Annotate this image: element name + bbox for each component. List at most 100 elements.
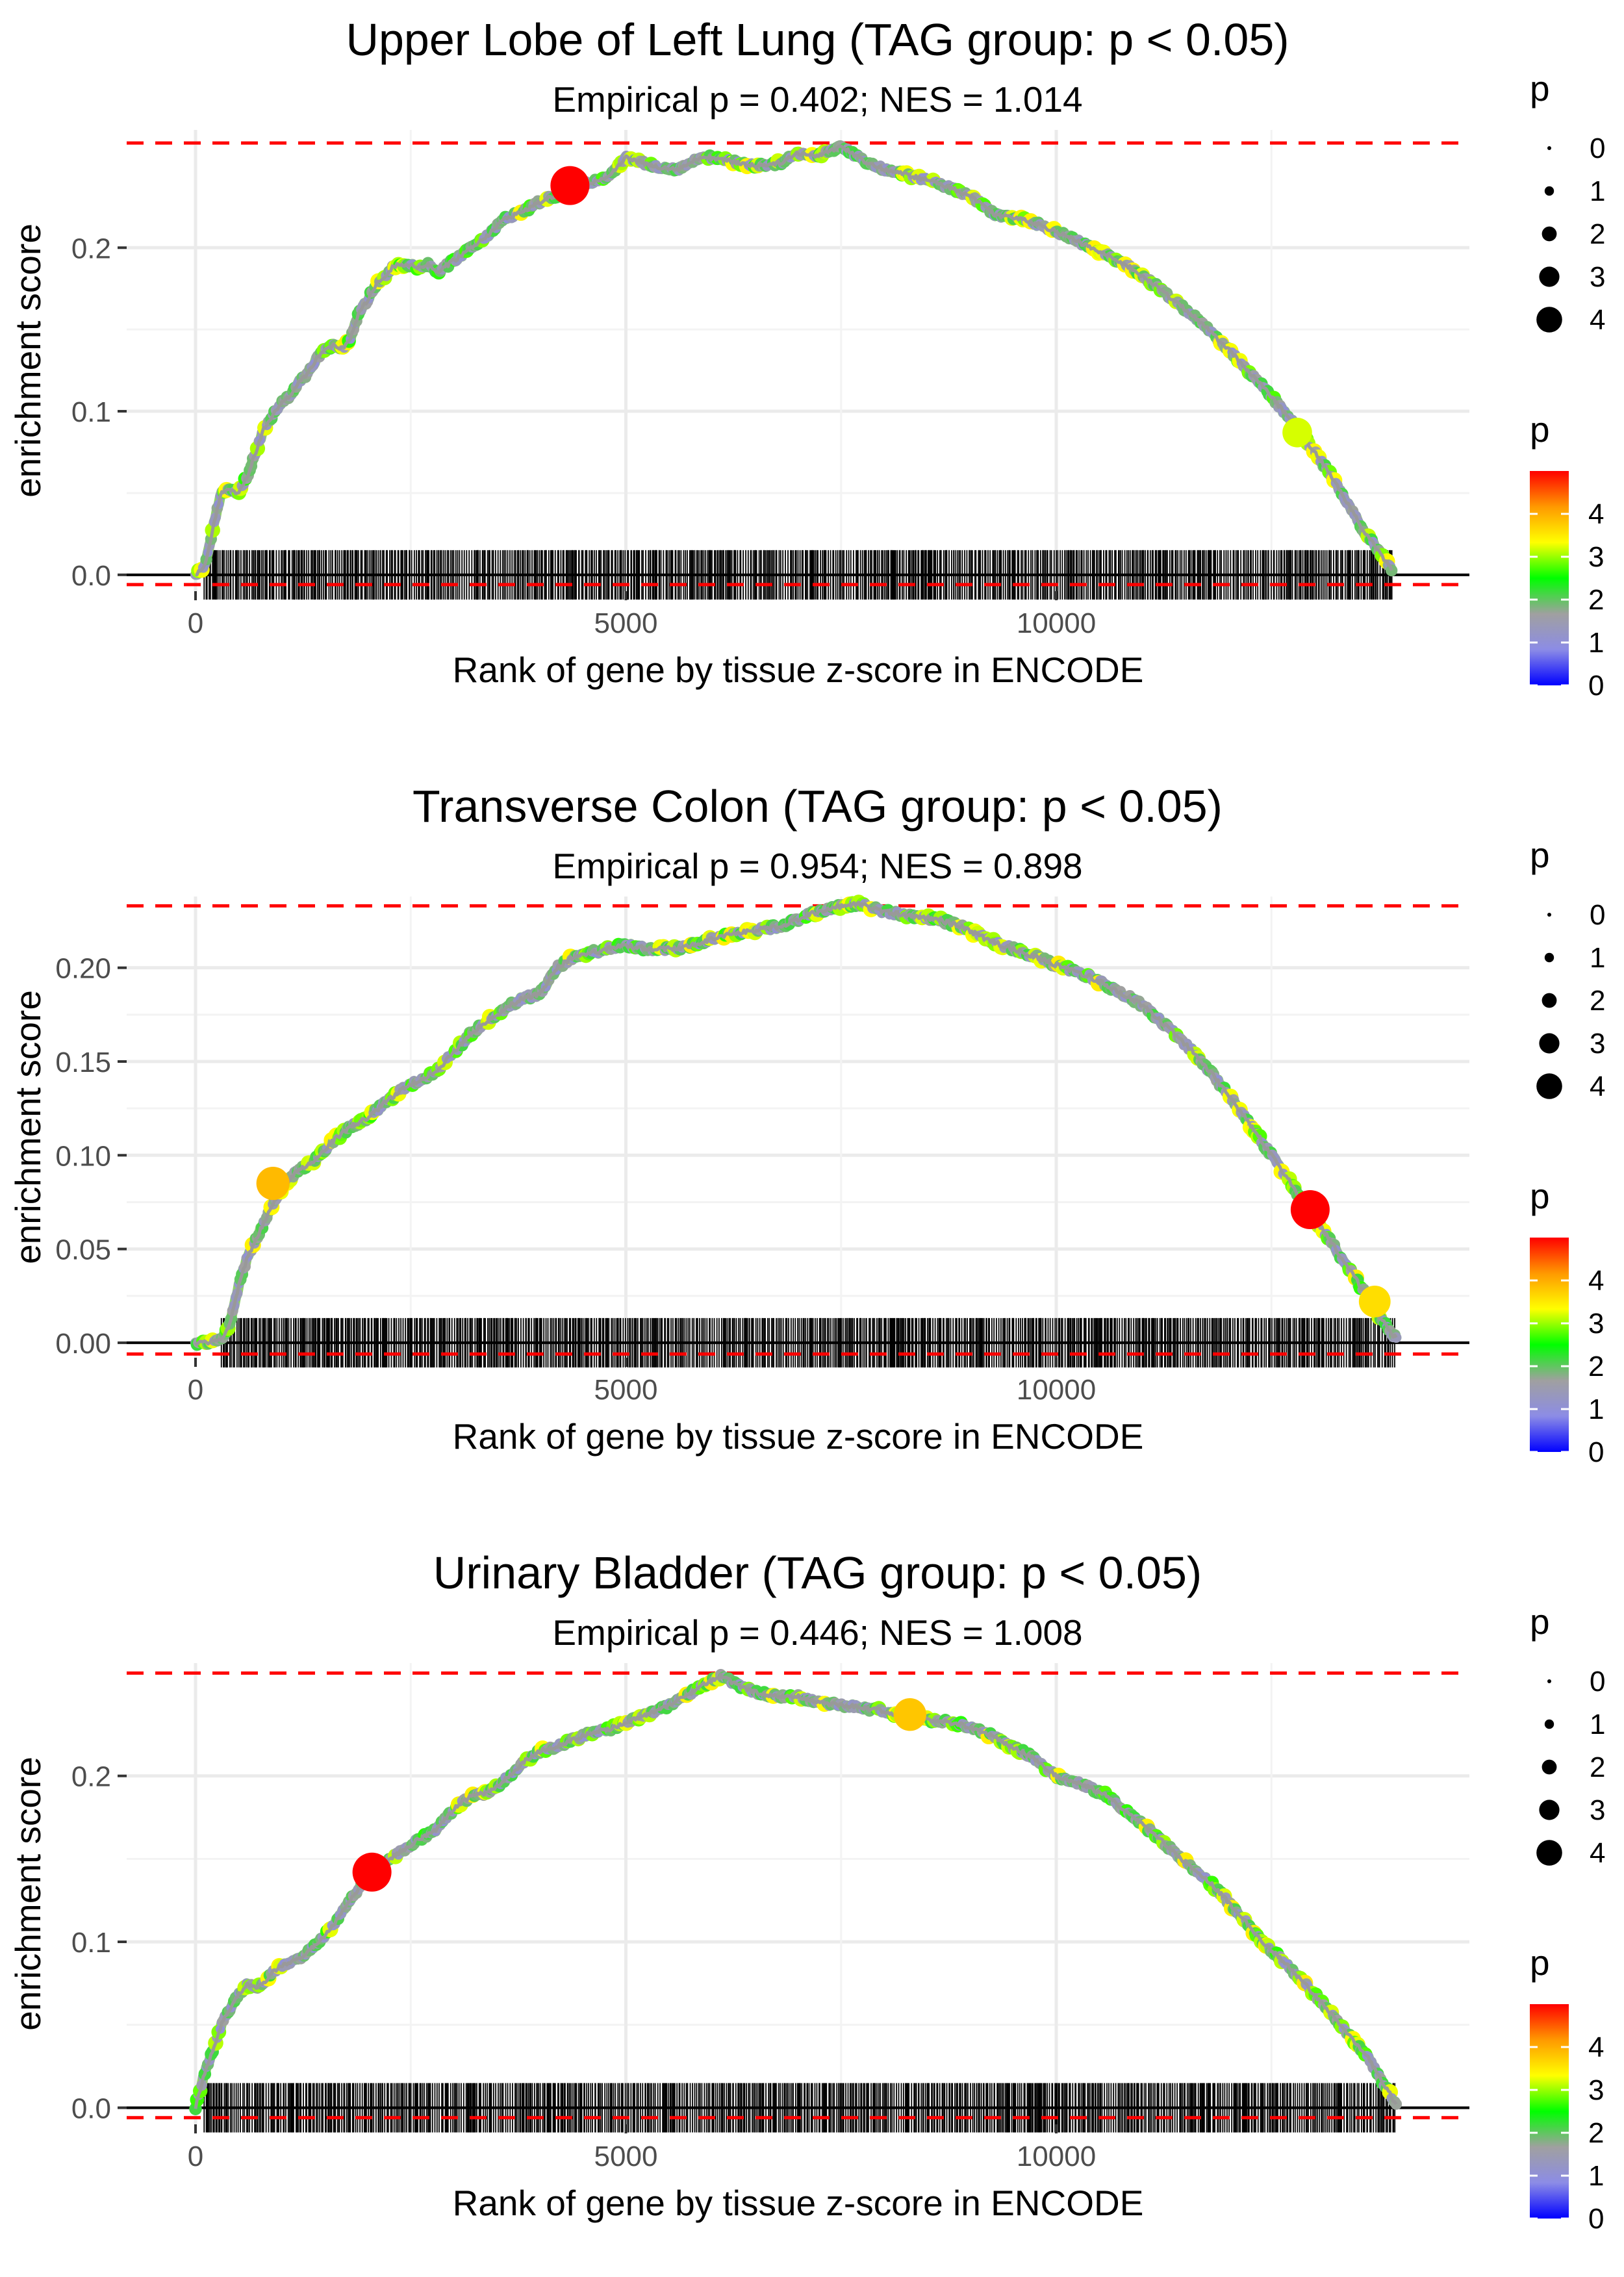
size-legend-key xyxy=(1539,1033,1560,1054)
color-bar xyxy=(1530,1238,1569,1452)
x-tick-label: 5000 xyxy=(594,607,658,639)
color-legend-label: 0 xyxy=(1588,2203,1604,2235)
size-legend-key xyxy=(1536,307,1562,333)
size-legend-key xyxy=(1544,186,1554,196)
enrichment-curve-core xyxy=(194,1673,1398,2109)
size-legend-title: p xyxy=(1530,1601,1550,1642)
color-legend-label: 4 xyxy=(1588,2031,1604,2063)
x-tick-label: 0 xyxy=(188,2141,203,2172)
size-legend-key xyxy=(1536,1840,1562,1866)
y-tick-label: 0.10 xyxy=(55,1140,111,1172)
chart-title: Upper Lobe of Left Lung (TAG group: p < … xyxy=(346,14,1289,65)
x-axis-label: Rank of gene by tissue z-score in ENCODE xyxy=(453,1416,1144,1457)
chart-title: Transverse Colon (TAG group: p < 0.05) xyxy=(412,781,1223,832)
chart-subtitle: Empirical p = 0.954; NES = 0.898 xyxy=(552,846,1082,886)
chart-panel-1: Upper Lobe of Left Lung (TAG group: p < … xyxy=(8,14,1605,702)
x-tick-label: 5000 xyxy=(594,2141,658,2172)
size-legend-key xyxy=(1544,1719,1554,1729)
enrichment-curve-core xyxy=(195,144,1393,576)
y-tick-label: 0.0 xyxy=(71,560,111,592)
color-legend-label: 0 xyxy=(1588,1436,1604,1468)
size-legend-label: 2 xyxy=(1590,1751,1605,1783)
y-tick-label: 0.1 xyxy=(71,1927,111,1959)
color-legend-label: 4 xyxy=(1588,498,1604,530)
y-axis-label: enrichment score xyxy=(8,223,48,498)
highlight-point xyxy=(550,166,590,205)
y-tick-label: 0.1 xyxy=(71,396,111,428)
enrichment-curve xyxy=(190,140,1397,580)
color-legend-title: p xyxy=(1530,1942,1550,1983)
chart-subtitle: Empirical p = 0.402; NES = 1.014 xyxy=(552,79,1082,120)
chart-subtitle: Empirical p = 0.446; NES = 1.008 xyxy=(552,1612,1082,1653)
color-legend-label: 1 xyxy=(1588,627,1604,659)
x-tick-label: 10000 xyxy=(1017,607,1096,639)
size-legend-key xyxy=(1539,1800,1560,1820)
chart-panel-3: Urinary Bladder (TAG group: p < 0.05) Emp… xyxy=(8,1547,1605,2235)
y-tick-label: 0.2 xyxy=(71,233,111,264)
size-legend-label: 4 xyxy=(1590,304,1605,336)
size-legend-label: 1 xyxy=(1590,942,1605,974)
color-legend-label: 2 xyxy=(1588,1351,1604,1382)
x-tick-label: 10000 xyxy=(1017,2141,1096,2172)
y-tick-label: 0.05 xyxy=(55,1234,111,1266)
highlight-point xyxy=(256,1166,290,1201)
y-tick-label: 0.15 xyxy=(55,1047,111,1078)
chart-panel-2: Transverse Colon (TAG group: p < 0.05) Em… xyxy=(8,781,1605,1468)
color-legend-title: p xyxy=(1530,409,1550,450)
color-legend-label: 0 xyxy=(1588,670,1604,702)
size-legend-label: 0 xyxy=(1590,899,1605,931)
chart-title: Urinary Bladder (TAG group: p < 0.05) xyxy=(433,1547,1202,1598)
size-legend-key xyxy=(1539,266,1560,287)
size-legend-key xyxy=(1536,1073,1562,1099)
highlight-point xyxy=(352,1852,392,1892)
x-axis-label: Rank of gene by tissue z-score in ENCODE xyxy=(453,2183,1144,2223)
y-axis-label: enrichment score xyxy=(8,1757,48,2031)
size-legend-label: 1 xyxy=(1590,175,1605,207)
color-bar xyxy=(1530,471,1569,685)
color-legend-label: 1 xyxy=(1588,2160,1604,2192)
size-legend-label: 3 xyxy=(1590,1794,1605,1826)
y-tick-label: 0.2 xyxy=(71,1761,111,1793)
color-legend-label: 1 xyxy=(1588,1393,1604,1425)
size-legend-key xyxy=(1542,226,1557,242)
size-legend-label: 1 xyxy=(1590,1709,1605,1740)
x-tick-label: 0 xyxy=(188,1374,203,1406)
color-legend-label: 4 xyxy=(1588,1265,1604,1297)
size-legend-label: 3 xyxy=(1590,261,1605,293)
size-legend-title: p xyxy=(1530,835,1550,875)
y-tick-label: 0.20 xyxy=(55,953,111,985)
color-legend-label: 3 xyxy=(1588,1308,1604,1340)
highlight-point xyxy=(1290,1189,1330,1229)
size-legend-label: 0 xyxy=(1590,133,1605,164)
color-legend-title: p xyxy=(1530,1176,1550,1216)
size-legend-label: 4 xyxy=(1590,1837,1605,1869)
size-legend-key xyxy=(1547,913,1551,917)
x-axis-label: Rank of gene by tissue z-score in ENCODE xyxy=(453,650,1144,690)
size-legend-key xyxy=(1542,993,1557,1008)
color-legend-label: 3 xyxy=(1588,541,1604,573)
size-legend-label: 2 xyxy=(1590,985,1605,1017)
x-tick-label: 5000 xyxy=(594,1374,658,1406)
x-tick-label: 0 xyxy=(188,607,203,639)
y-tick-label: 0.0 xyxy=(71,2093,111,2124)
size-legend-key xyxy=(1544,952,1554,963)
color-bar xyxy=(1530,2004,1569,2219)
size-legend-key xyxy=(1547,1679,1551,1683)
color-legend-label: 2 xyxy=(1588,2117,1604,2149)
size-legend-key xyxy=(1547,146,1551,150)
size-legend-label: 4 xyxy=(1590,1071,1605,1102)
size-legend-title: p xyxy=(1530,68,1550,108)
size-legend-label: 0 xyxy=(1590,1666,1605,1698)
y-tick-label: 0.00 xyxy=(55,1328,111,1360)
y-axis-label: enrichment score xyxy=(8,990,48,1264)
highlight-point xyxy=(1358,1286,1391,1317)
size-legend-label: 2 xyxy=(1590,218,1605,250)
highlight-point xyxy=(1282,417,1312,448)
size-legend-key xyxy=(1542,1759,1557,1775)
color-legend-label: 3 xyxy=(1588,2074,1604,2106)
color-legend-label: 2 xyxy=(1588,584,1604,616)
size-legend-label: 3 xyxy=(1590,1028,1605,1060)
x-tick-label: 10000 xyxy=(1017,1374,1096,1406)
